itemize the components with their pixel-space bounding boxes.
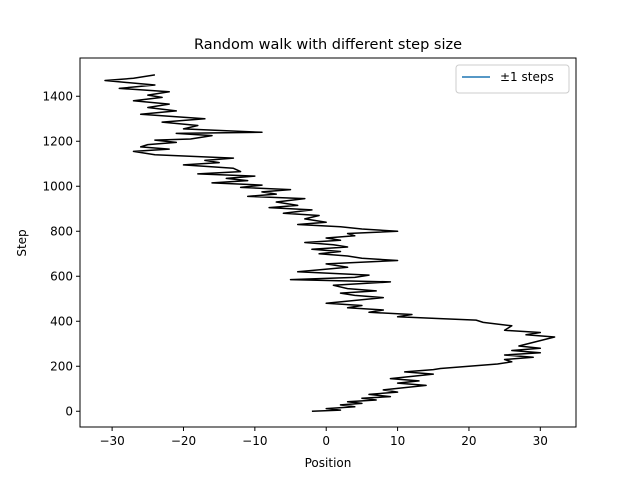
y-tick-label: 1400 <box>42 89 73 103</box>
y-tick-label: 1000 <box>42 179 73 193</box>
y-tick-label: 0 <box>65 404 73 418</box>
x-tick-label: −10 <box>242 434 267 448</box>
x-tick-label: 0 <box>322 434 330 448</box>
axes-frame <box>79 57 577 428</box>
y-tick-label: 200 <box>50 359 73 373</box>
x-tick-label: 30 <box>533 434 548 448</box>
y-tick-label: 1200 <box>42 134 73 148</box>
y-tick-label: 600 <box>50 269 73 283</box>
x-tick-label: 20 <box>461 434 476 448</box>
x-tick-label: −30 <box>99 434 124 448</box>
y-tick-label: 800 <box>50 224 73 238</box>
x-tick-label: 10 <box>390 434 405 448</box>
x-tick-label: −20 <box>171 434 196 448</box>
chart-title: Random walk with different step size <box>194 37 462 53</box>
legend-box <box>455 64 570 94</box>
series-line-0 <box>104 74 556 413</box>
y-axis-ticks: 0 200 400 600 800 1000 1200 1400 <box>42 89 80 418</box>
y-tick-label: 400 <box>50 314 73 328</box>
x-axis-label: Position <box>305 456 352 470</box>
x-axis-ticks: −30 −20 −10 0 10 20 30 <box>99 427 548 448</box>
legend-label: ±1 steps <box>500 70 554 84</box>
legend: ±1 steps <box>455 64 570 94</box>
y-axis-label: Step <box>15 229 29 256</box>
plot-area <box>104 74 556 413</box>
